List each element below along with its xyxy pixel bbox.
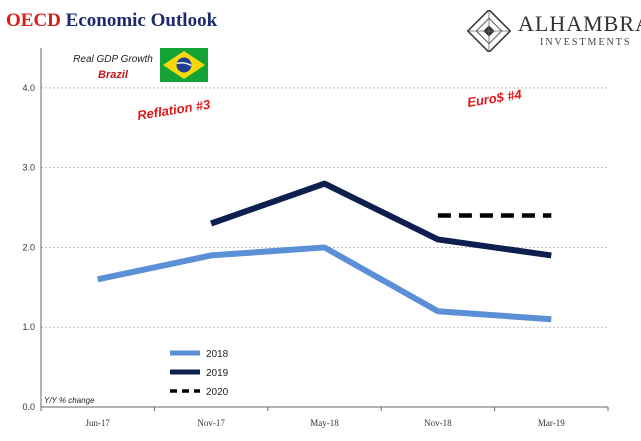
x-tick-label: Nov-18 (424, 418, 452, 428)
series-line-2018 (97, 244, 552, 323)
x-tick-label: Jun-17 (85, 418, 110, 428)
legend-label-2018: 2018 (206, 349, 229, 360)
axes (40, 48, 609, 411)
tick-labels: 0.0 1.0 2.0 3.0 4.0 Jun-17 Nov-17 May-18 Nov-18 M… (22, 83, 565, 428)
annotation-eurodollar: Euro$ #4 (466, 86, 523, 110)
y-tick-label: 0.0 (22, 402, 35, 412)
chart-title: Real GDP Growth (73, 54, 153, 65)
gridlines (41, 87, 608, 328)
annotation-reflation: Reflation #3 (136, 97, 212, 123)
legend: 2018 2019 2020 (170, 349, 229, 398)
x-tick-label: Mar-19 (538, 418, 565, 428)
title-economic-outlook: Economic Outlook (65, 10, 218, 31)
y-tick-label: 1.0 (22, 322, 35, 332)
x-tick-label: May-18 (310, 418, 339, 428)
logo-sub: INVESTMENTS (540, 37, 632, 48)
legend-label-2020: 2020 (206, 387, 229, 398)
series-line-2019 (210, 180, 552, 259)
y-tick-label: 4.0 (22, 83, 35, 93)
x-tick-label: Nov-17 (197, 418, 225, 428)
y-tick-label: 2.0 (22, 242, 35, 252)
y-axis-label: Y/Y % change (44, 396, 95, 405)
legend-label-2019: 2019 (206, 368, 229, 379)
series-lines (97, 180, 552, 323)
chart-subtitle: Brazil (98, 69, 129, 81)
y-tick-label: 3.0 (22, 163, 35, 173)
flag-brazil-icon (160, 48, 208, 82)
title-oecd: OECD (6, 10, 61, 31)
alhambra-logo-icon (466, 10, 512, 52)
logo-name: ALHAMBRA (518, 11, 641, 36)
chart-header-title: OECD Economic Outlook (6, 10, 217, 32)
